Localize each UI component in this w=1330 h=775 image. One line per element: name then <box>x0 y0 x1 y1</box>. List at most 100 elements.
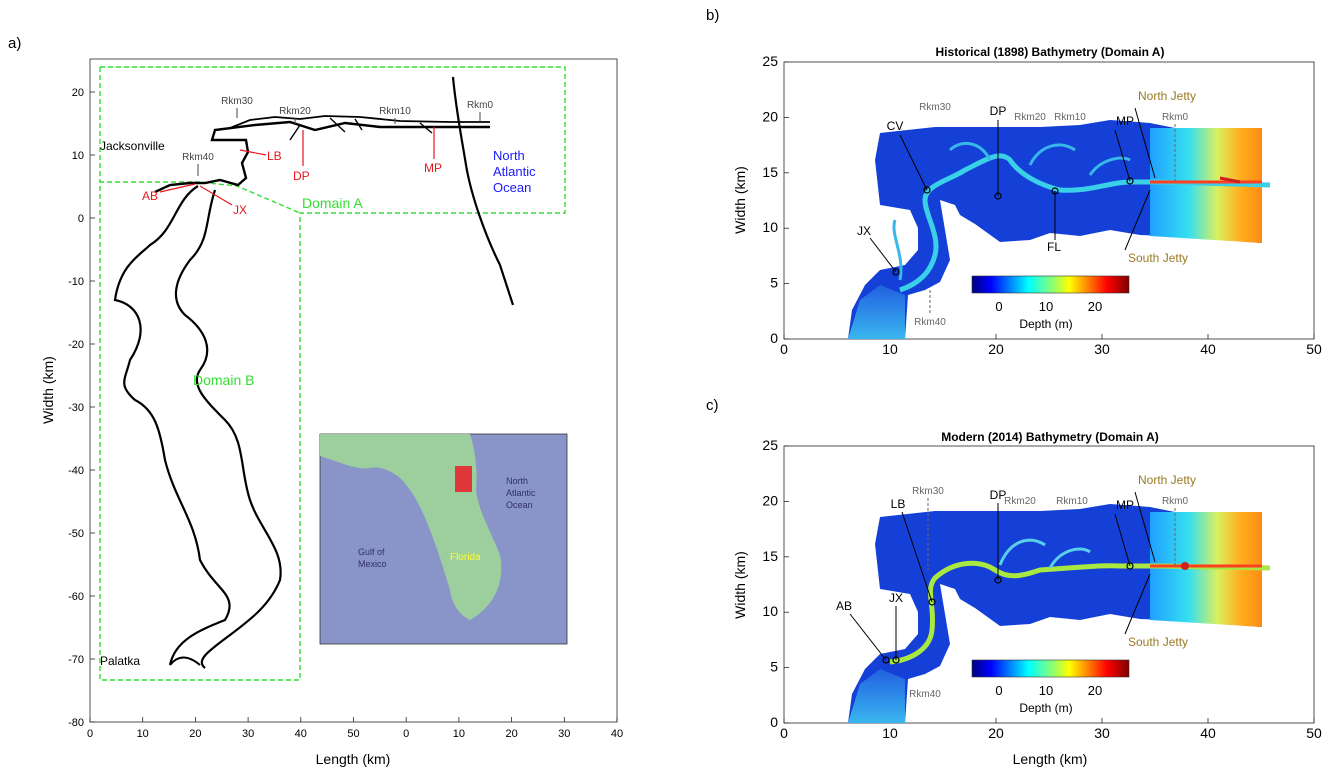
b-ytick-label: 0 <box>770 330 778 346</box>
b-ytick-label: 25 <box>762 53 778 69</box>
rkm30-label: Rkm30 <box>221 96 253 107</box>
site-mp-label: MP <box>424 161 442 175</box>
a-ytick-label: 10 <box>72 150 84 162</box>
b-cbar-0: 0 <box>995 299 1002 314</box>
panel-b-axes <box>783 61 1315 340</box>
panel-a-label: a) <box>8 35 21 52</box>
a-ytick-label: -20 <box>68 339 84 351</box>
a-xtick-label: 0 <box>87 728 93 740</box>
a-xtick-label: 0 <box>403 728 409 740</box>
b-xtick-label: 40 <box>1200 341 1216 357</box>
b-ytick-label: 15 <box>762 164 778 180</box>
panel-a-ylabel: Width (km) <box>40 356 56 424</box>
c-ytick-label: 15 <box>762 548 778 564</box>
c-site-ab: AB <box>836 599 852 613</box>
a-xtick-label: 30 <box>558 728 570 740</box>
river-bank-west <box>113 185 231 666</box>
c-ytick-label: 10 <box>762 603 778 619</box>
a-xtick-label: 40 <box>295 728 307 740</box>
c-site-jx: JX <box>889 591 903 605</box>
a-ytick-label: -30 <box>68 402 84 414</box>
ocean-label: North Atlantic Ocean <box>493 148 536 195</box>
a-xtick-label: 20 <box>505 728 517 740</box>
inset-labels: North Atlantic Ocean Gulf of Mexico <box>358 476 536 569</box>
river-bank-east <box>174 189 282 669</box>
inset-gulf-2: Mexico <box>358 559 387 569</box>
c-ytick-label: 25 <box>762 437 778 453</box>
c-cbar-0: 0 <box>995 683 1002 698</box>
panel-a-xlabel: Length (km) <box>316 751 391 767</box>
rkm10-label: Rkm10 <box>379 106 411 117</box>
c-side-channels <box>998 538 1091 569</box>
b-ytick-label: 20 <box>762 108 778 124</box>
panel-c: c) Modern (2014) Bathymetry (Domain A) 0… <box>706 397 1322 767</box>
panel-b-label: b) <box>706 7 719 24</box>
c-rkm30: Rkm30 <box>912 486 944 497</box>
c-cbar-10: 10 <box>1039 683 1053 698</box>
palatka-label: Palatka <box>100 654 140 668</box>
panel-c-sites: LB DP MP AB JX <box>836 488 1134 664</box>
a-ytick-label: -50 <box>68 528 84 540</box>
b-rkm10: Rkm10 <box>1054 112 1086 123</box>
b-rkm20: Rkm20 <box>1014 112 1046 123</box>
side-channels <box>892 141 1131 281</box>
b-rkm0: Rkm0 <box>1162 112 1189 123</box>
panel-c-colorbar <box>971 659 1130 678</box>
site-dp-label: DP <box>293 169 310 183</box>
c-xtick-label: 10 <box>882 725 898 741</box>
b-site-dp: DP <box>990 104 1007 118</box>
b-cbar-20: 20 <box>1088 299 1102 314</box>
b-ytick-label: 10 <box>762 219 778 235</box>
site-ab-label: AB <box>142 189 158 203</box>
c-xtick-label: 30 <box>1094 725 1110 741</box>
c-ytick-label: 20 <box>762 492 778 508</box>
a-xtick-label: 20 <box>189 728 201 740</box>
a-xtick-label: 10 <box>137 728 149 740</box>
inset-map: North Atlantic Ocean Gulf of Mexico Flor… <box>319 433 568 645</box>
inset-gulf-1: Gulf of <box>358 547 385 557</box>
domain-b-label: Domain B <box>193 372 254 388</box>
rkm40-label: Rkm40 <box>182 152 214 163</box>
c-xtick-label: 50 <box>1306 725 1322 741</box>
c-main-channel <box>889 560 1271 665</box>
b-south-jetty: South Jetty <box>1128 251 1188 265</box>
a-ytick-label: -40 <box>68 465 84 477</box>
c-cbar-20: 20 <box>1088 683 1102 698</box>
domain-a-label: Domain A <box>302 195 363 211</box>
panel-b-colorbar-ticks: 0 10 20 <box>995 299 1102 314</box>
c-site-lb: LB <box>891 497 906 511</box>
panel-a-rkm: Rkm30 Rkm20 Rkm10 Rkm0 Rkm40 <box>182 96 493 176</box>
site-lb-label: LB <box>267 149 282 163</box>
a-ytick-label: -70 <box>68 654 84 666</box>
b-rkm40: Rkm40 <box>914 317 946 328</box>
c-site-dp: DP <box>990 488 1007 502</box>
b-xtick-label: 50 <box>1306 341 1322 357</box>
b-rkm30: Rkm30 <box>919 102 951 113</box>
b-site-cv: CV <box>887 119 904 133</box>
c-south-jetty: South Jetty <box>1128 635 1188 649</box>
a-xtick-label: 30 <box>242 728 254 740</box>
c-xtick-label: 20 <box>988 725 1004 741</box>
c-xtick-label: 0 <box>780 725 788 741</box>
b-site-mp: MP <box>1116 114 1134 128</box>
c-rkm0: Rkm0 <box>1162 496 1189 507</box>
b-xtick-label: 30 <box>1094 341 1110 357</box>
inset-study-area <box>455 466 472 492</box>
panel-b-bathymetry <box>848 120 1271 339</box>
c-site-mp: MP <box>1116 498 1134 512</box>
jacksonville-label: Jacksonville <box>100 139 165 153</box>
panel-c-rkm: Rkm30 Rkm20 Rkm10 Rkm0 Rkm40 <box>909 486 1188 700</box>
domain-boundary <box>99 66 566 681</box>
panel-b-ylabel: Width (km) <box>732 166 748 234</box>
a-xtick-label: 50 <box>347 728 359 740</box>
panel-a-sites: LB DP MP AB JX <box>142 127 442 217</box>
a-ytick-label: -60 <box>68 591 84 603</box>
b-ytick-label: 5 <box>770 275 778 291</box>
panel-c-axes <box>783 445 1315 724</box>
river-channel-north <box>154 120 490 194</box>
panel-a-ticks: 0 10 20 30 40 50 0 10 20 30 40 20 10 0 -10 -20 -30 -40 -50… <box>68 87 623 740</box>
b-cbar-10: 10 <box>1039 299 1053 314</box>
panel-b-jetties: North Jetty South Jetty <box>1124 89 1196 265</box>
panel-b-colorbar-label: Depth (m) <box>1019 317 1072 331</box>
